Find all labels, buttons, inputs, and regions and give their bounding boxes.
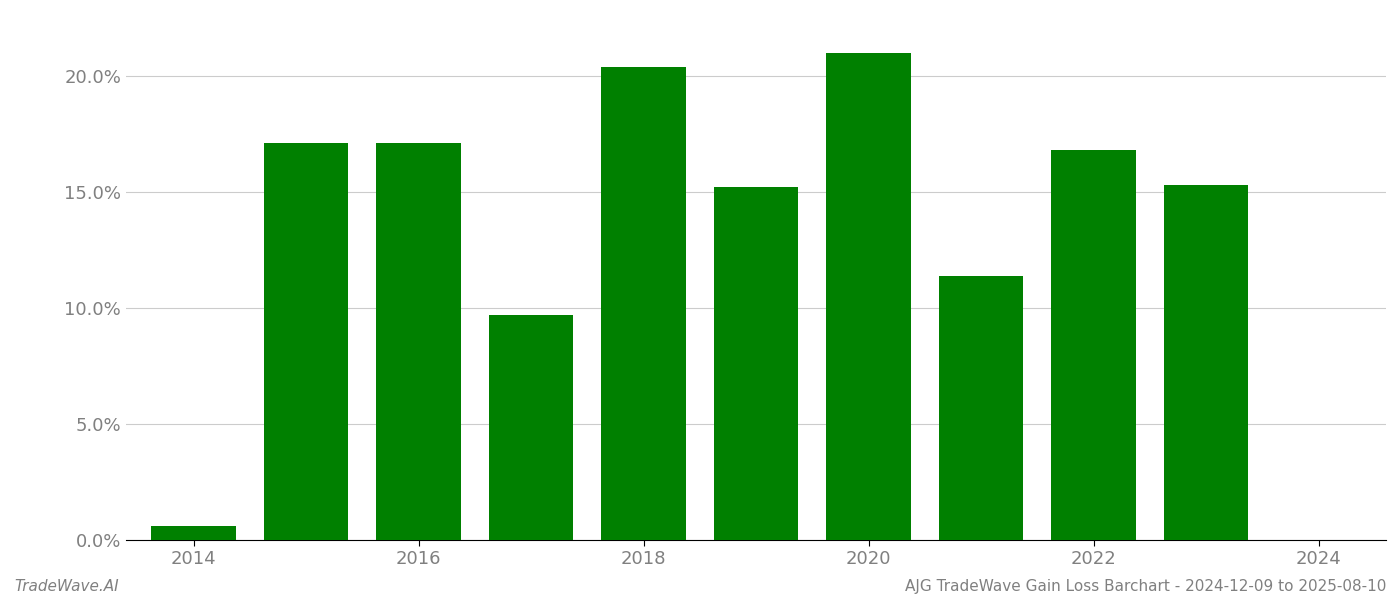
Bar bbox=[377, 143, 461, 540]
Bar bbox=[602, 67, 686, 540]
Bar bbox=[826, 53, 910, 540]
Bar bbox=[714, 187, 798, 540]
Bar bbox=[1163, 185, 1249, 540]
Bar bbox=[489, 315, 573, 540]
Bar bbox=[1051, 150, 1135, 540]
Text: TradeWave.AI: TradeWave.AI bbox=[14, 579, 119, 594]
Bar bbox=[151, 526, 235, 540]
Text: AJG TradeWave Gain Loss Barchart - 2024-12-09 to 2025-08-10: AJG TradeWave Gain Loss Barchart - 2024-… bbox=[904, 579, 1386, 594]
Bar bbox=[939, 275, 1023, 540]
Bar bbox=[263, 143, 349, 540]
